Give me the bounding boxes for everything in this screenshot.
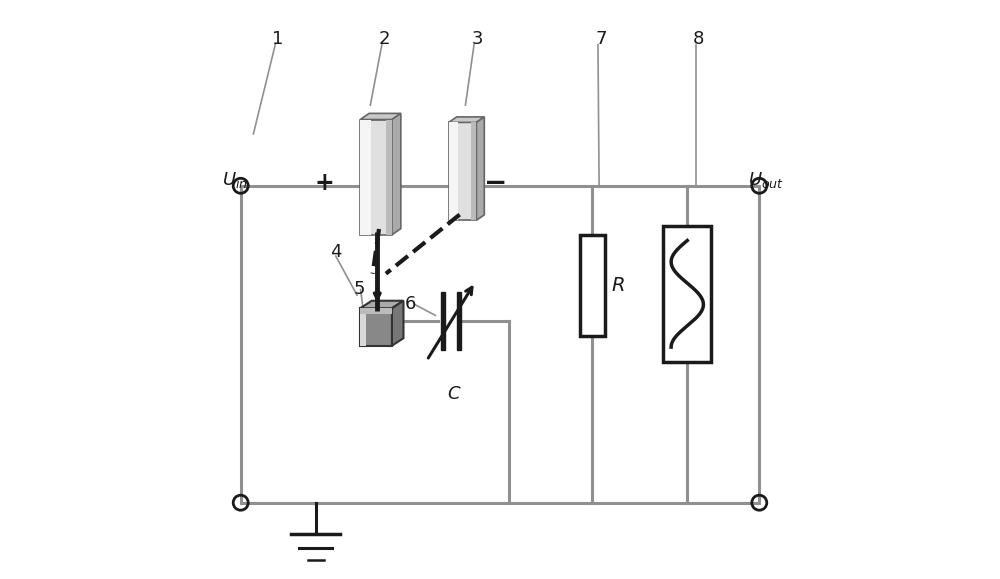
Polygon shape — [360, 308, 392, 314]
Text: −: − — [484, 169, 507, 197]
Polygon shape — [449, 117, 484, 122]
Text: +: + — [314, 171, 334, 195]
Polygon shape — [360, 308, 392, 346]
Text: 7: 7 — [595, 30, 607, 48]
Text: 5: 5 — [353, 280, 365, 299]
Text: 2: 2 — [379, 30, 391, 48]
Polygon shape — [476, 117, 484, 221]
Text: $U_{out}$: $U_{out}$ — [748, 170, 784, 190]
Text: $U_{in}$: $U_{in}$ — [222, 170, 248, 190]
Text: $C$: $C$ — [447, 384, 461, 402]
Polygon shape — [360, 119, 392, 234]
Polygon shape — [449, 122, 476, 221]
Polygon shape — [392, 113, 401, 234]
Polygon shape — [471, 122, 476, 221]
Text: 8: 8 — [693, 30, 704, 48]
Polygon shape — [449, 122, 458, 221]
Polygon shape — [457, 292, 461, 350]
Text: $R$: $R$ — [611, 276, 624, 295]
Bar — [663, 226, 711, 361]
Polygon shape — [360, 113, 401, 119]
Polygon shape — [360, 301, 403, 308]
Polygon shape — [386, 119, 392, 234]
Polygon shape — [360, 308, 366, 346]
Text: 3: 3 — [471, 30, 483, 48]
Polygon shape — [360, 119, 371, 234]
Text: 6: 6 — [405, 295, 416, 313]
Text: 4: 4 — [330, 243, 342, 261]
Bar — [580, 234, 605, 336]
Polygon shape — [392, 301, 403, 346]
Polygon shape — [441, 292, 445, 350]
Text: 1: 1 — [272, 30, 284, 48]
